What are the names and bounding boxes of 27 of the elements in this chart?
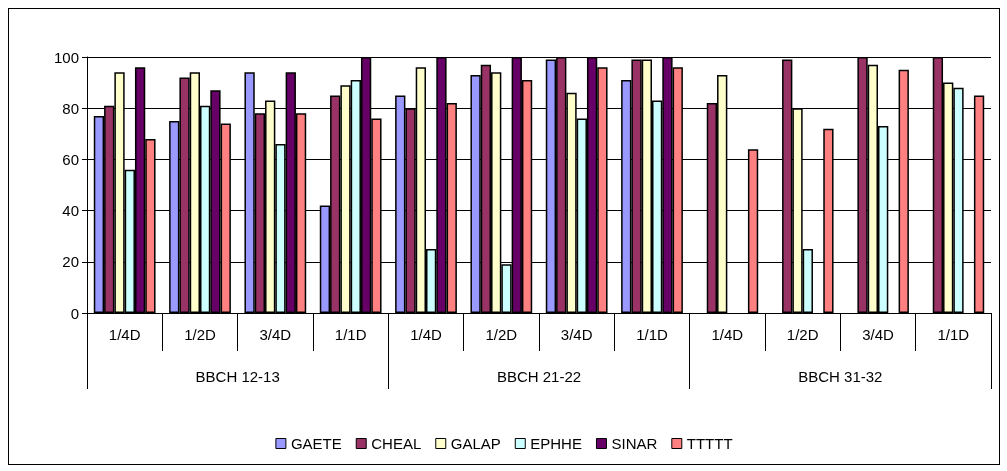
legend-label: TTTTT [686, 435, 733, 452]
x-tick-label: 1/4D [108, 326, 141, 343]
y-tick-label: 80 [62, 99, 79, 117]
legend-label: EPHHE [530, 435, 582, 452]
y-tick-label: 20 [62, 253, 79, 271]
legend-label: GALAP [450, 435, 501, 452]
x-tick-label: 1/1D [636, 326, 669, 343]
legend-label: GAETE [290, 435, 342, 452]
y-tick-label: 0 [70, 304, 79, 322]
x-tick-label: 3/4D [862, 326, 895, 343]
y-tick-label: 60 [62, 150, 79, 168]
x-tick-label: 1/4D [711, 326, 744, 343]
text: BBCH 31-32 [798, 368, 883, 385]
x-tick-label: 1/2D [184, 326, 217, 343]
text: BBCH 21-22 [496, 368, 582, 385]
x-tick-label: 1/2D [485, 326, 518, 343]
x-tick-label: 1/1D [334, 326, 367, 343]
y-tick-label: 100 [53, 48, 79, 66]
x-tick-label: 3/4D [259, 326, 292, 343]
legend-label: SINAR [611, 435, 658, 452]
text: BBCH 12-13 [195, 368, 280, 385]
x-tick-label: 1/1D [937, 326, 970, 343]
y-tick-label: 40 [62, 202, 79, 220]
x-tick-label: 1/4D [410, 326, 443, 343]
legend-label: CHEAL [371, 435, 422, 452]
x-tick-label: 1/2D [786, 326, 819, 343]
x-tick-label: 3/4D [560, 326, 593, 343]
